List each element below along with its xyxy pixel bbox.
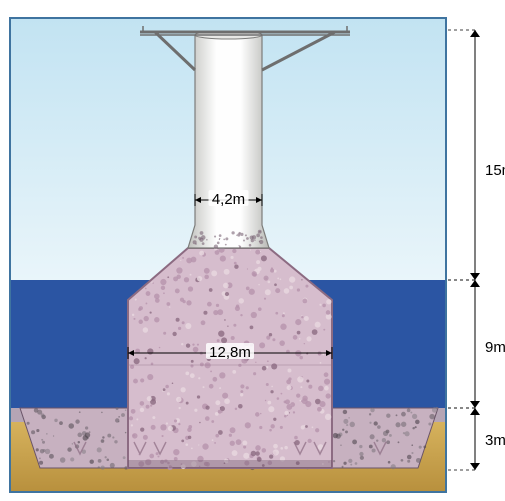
tower [188,31,269,249]
svg-text:15m: 15m [485,162,505,179]
svg-text:9m: 9m [485,339,505,356]
dim-heights: 15m 9m 3m [448,30,505,470]
scene: 4,2m 12,8m [10,18,446,492]
svg-text:4,2m: 4,2m [212,191,245,208]
foundation-diagram: 4,2m 12,8m 15m 9m 3m [0,0,505,501]
svg-text:3m: 3m [485,432,505,449]
svg-text:12,8m: 12,8m [209,344,251,361]
